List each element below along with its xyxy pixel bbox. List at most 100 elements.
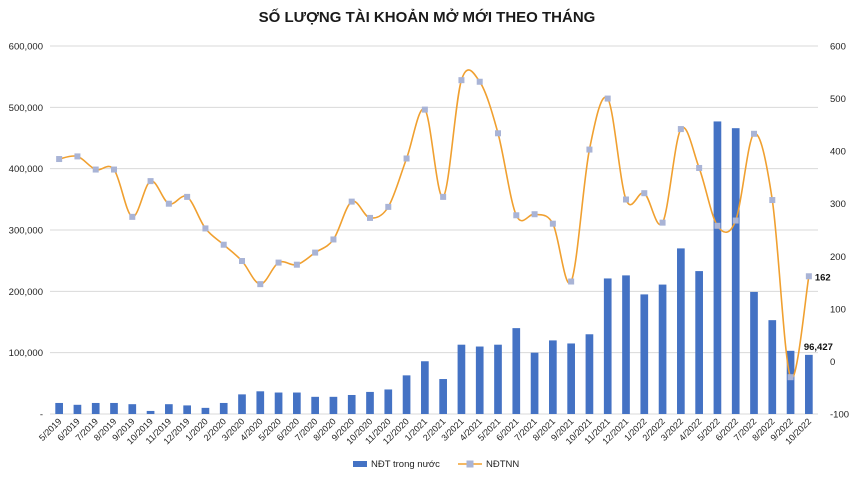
line-marker	[732, 217, 739, 224]
line-marker	[421, 106, 428, 113]
line-marker	[677, 126, 684, 133]
right-tick-label: 500	[830, 94, 846, 105]
line-marker	[696, 164, 703, 171]
bar	[549, 340, 557, 414]
bar	[622, 275, 630, 414]
chart-title: SỐ LƯỢNG TÀI KHOẢN MỞ MỚI THEO THÁNG	[259, 8, 596, 26]
left-tick-label: 600,000	[9, 42, 43, 53]
data-labels: 96,427 162	[804, 272, 833, 353]
line-marker	[74, 153, 81, 160]
bar	[219, 402, 228, 414]
bar	[73, 404, 82, 414]
bar	[512, 328, 521, 414]
bar	[658, 284, 667, 414]
line-marker	[403, 155, 410, 162]
bar	[329, 396, 338, 414]
data-label: 162	[815, 272, 831, 283]
line-marker	[312, 249, 319, 256]
bar	[421, 361, 429, 414]
line-marker	[367, 214, 373, 221]
bar	[494, 344, 502, 414]
bar	[311, 396, 319, 414]
line-marker	[147, 178, 154, 185]
right-tick-label: 400	[830, 147, 846, 158]
bar	[91, 402, 100, 414]
left-tick-label: 200,000	[9, 287, 43, 298]
line-marker	[56, 156, 63, 163]
bar	[256, 391, 265, 414]
bar-series	[55, 121, 813, 415]
line-marker	[531, 211, 538, 218]
line-marker	[604, 95, 611, 102]
bar	[603, 278, 612, 414]
left-axis: - 100,000 200,000 300,000 400,000 500,000 600,…	[9, 42, 43, 421]
bar	[274, 392, 283, 414]
line-marker	[239, 258, 245, 265]
bar	[366, 391, 374, 414]
bar	[530, 352, 539, 414]
right-tick-label: 300	[830, 199, 846, 210]
line-marker	[385, 203, 392, 210]
bar	[567, 343, 575, 414]
bar	[165, 404, 173, 414]
bar	[238, 394, 246, 414]
line-marker	[549, 220, 556, 227]
bar	[384, 389, 393, 414]
data-label: 96,427	[804, 342, 833, 353]
line-marker	[220, 241, 227, 248]
line-marker	[495, 130, 501, 137]
left-tick-label: 100,000	[9, 348, 43, 359]
bar	[731, 128, 740, 415]
right-tick-label: -100	[830, 410, 849, 421]
bar	[439, 379, 447, 414]
bar	[640, 294, 649, 414]
right-tick-label: 0	[830, 357, 835, 368]
line-marker	[623, 196, 629, 203]
left-tick-label: 300,000	[9, 226, 43, 237]
line-marker	[568, 278, 575, 285]
line-marker	[92, 166, 99, 173]
bar	[786, 350, 795, 414]
bar	[55, 402, 63, 414]
bar	[201, 407, 210, 414]
line-marker	[714, 222, 721, 229]
bar	[146, 410, 155, 414]
line-marker	[348, 198, 355, 205]
right-tick-label: 600	[830, 42, 846, 53]
line-marker	[293, 261, 300, 268]
left-tick-label: 400,000	[9, 164, 43, 175]
line-marker	[641, 190, 648, 197]
x-axis: 5/20196/20197/20198/20199/201910/201911/…	[37, 416, 813, 446]
line-marker	[751, 130, 757, 137]
bar	[713, 121, 722, 414]
bar	[183, 405, 191, 414]
bar	[128, 404, 137, 414]
gridlines	[50, 45, 818, 415]
line-marker	[659, 219, 666, 226]
bar	[695, 271, 703, 414]
line-marker	[275, 259, 282, 266]
line-marker	[769, 197, 776, 204]
line-marker	[202, 225, 209, 232]
line-marker	[787, 374, 794, 381]
legend-line-marker	[466, 460, 474, 468]
bar	[750, 291, 758, 414]
bar	[347, 394, 356, 414]
bar	[475, 346, 484, 414]
bar	[293, 392, 301, 414]
line-marker	[184, 193, 191, 200]
legend-bar-label: NĐT trong nước	[371, 459, 440, 470]
line-series	[56, 69, 812, 381]
bar	[402, 375, 411, 414]
line-marker	[330, 236, 337, 243]
line-marker	[513, 212, 520, 219]
bar	[110, 402, 118, 414]
line-marker	[129, 213, 136, 220]
line-marker	[458, 77, 465, 84]
left-tick-label: 500,000	[9, 103, 43, 114]
line-marker	[111, 166, 117, 173]
bar	[585, 334, 594, 414]
legend-line-label: NĐTNN	[486, 459, 519, 470]
bar	[677, 248, 685, 414]
